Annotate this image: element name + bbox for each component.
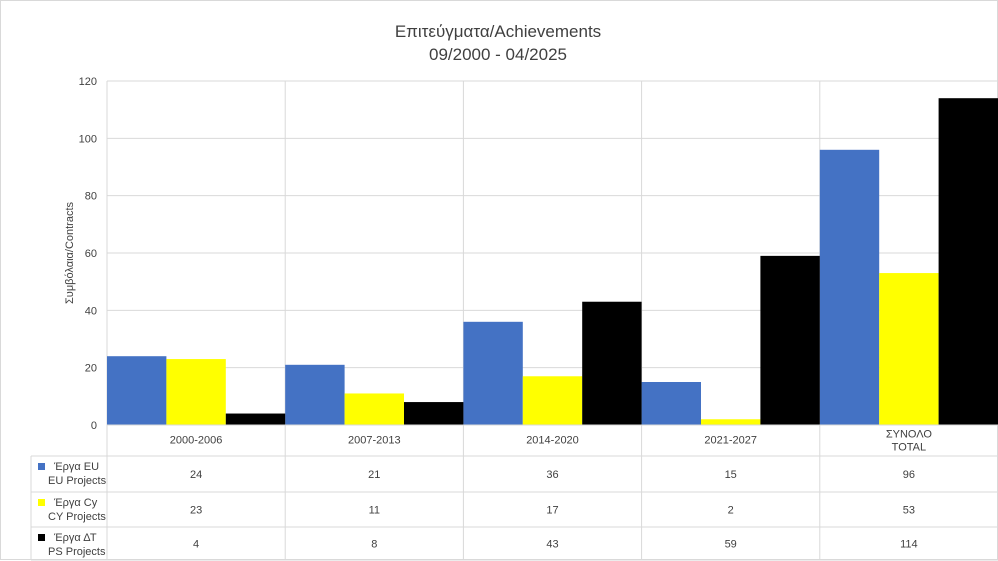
- legend-entry: CY Projects: [48, 511, 106, 523]
- legend-key: [38, 499, 45, 506]
- data-label: 24: [190, 469, 202, 481]
- bar: [225, 413, 286, 425]
- y-tick-label: 60: [85, 248, 97, 260]
- bar: [582, 301, 642, 425]
- y-axis-ticks: 0 20 40 60 80 100 120: [79, 76, 97, 432]
- bar: [404, 402, 464, 425]
- bar: [701, 419, 761, 425]
- data-label: 15: [725, 469, 737, 481]
- bar: [285, 364, 345, 425]
- bar: [879, 273, 939, 425]
- bars: [107, 98, 998, 426]
- category-label: 2007-2013: [348, 435, 401, 447]
- bar: [938, 98, 998, 425]
- bar: [760, 255, 820, 425]
- chart-title: Επιτεύγματα/Achievements 09/2000 - 04/202…: [395, 22, 601, 64]
- category-label: ΣΥΝΟΛΟ: [886, 429, 933, 441]
- bar: [107, 356, 167, 425]
- legend-entry: Έργα ΔΤ: [53, 532, 97, 544]
- y-tick-label: 120: [79, 76, 97, 88]
- legend-entry: PS Projects: [48, 546, 106, 558]
- legend-key: [38, 534, 45, 541]
- y-axis-label: Συμβόλαια/Contracts: [64, 201, 76, 304]
- data-label: 2: [728, 505, 734, 517]
- y-tick-label: 40: [85, 305, 97, 317]
- data-label: 36: [546, 469, 558, 481]
- legend-entry: Έργα EU: [53, 461, 99, 473]
- bar: [522, 376, 583, 425]
- y-tick-label: 0: [91, 420, 97, 432]
- data-label: 43: [546, 539, 558, 551]
- bar: [819, 149, 880, 426]
- data-label: 96: [903, 469, 915, 481]
- chart-title-line-1: Επιτεύγματα/Achievements: [395, 22, 601, 41]
- gridlines: [106, 80, 998, 426]
- data-table: 2000-2006 2007-2013 2014-2020 2021-2027 ΣΥΝΟ…: [30, 424, 998, 561]
- bar: [344, 393, 404, 425]
- data-label: 4: [193, 539, 199, 551]
- legend-key: [38, 463, 45, 470]
- legend-entry: EU Projects: [48, 475, 107, 487]
- y-axis-label-text: Συμβόλαια/Contracts: [64, 201, 76, 304]
- y-tick-label: 80: [85, 191, 97, 203]
- bar: [166, 359, 226, 425]
- data-label: 11: [369, 505, 380, 517]
- data-label: 17: [546, 505, 558, 517]
- category-label: 2014-2020: [526, 435, 579, 447]
- legend-entry: Έργα Cy: [53, 497, 98, 509]
- data-label: 8: [371, 539, 377, 551]
- data-label: 21: [368, 469, 380, 481]
- bar: [463, 321, 523, 425]
- category-label: TOTAL: [892, 442, 926, 454]
- category-label: 2000-2006: [170, 435, 223, 447]
- bar: [641, 382, 701, 425]
- chart-title-line-2: 09/2000 - 04/2025: [429, 45, 567, 64]
- data-label: 114: [900, 539, 918, 551]
- y-tick-label: 20: [85, 363, 97, 375]
- data-label: 23: [190, 505, 202, 517]
- category-label: 2021-2027: [704, 435, 757, 447]
- data-label: 53: [903, 505, 915, 517]
- y-tick-label: 100: [79, 133, 97, 145]
- data-label: 59: [725, 539, 737, 551]
